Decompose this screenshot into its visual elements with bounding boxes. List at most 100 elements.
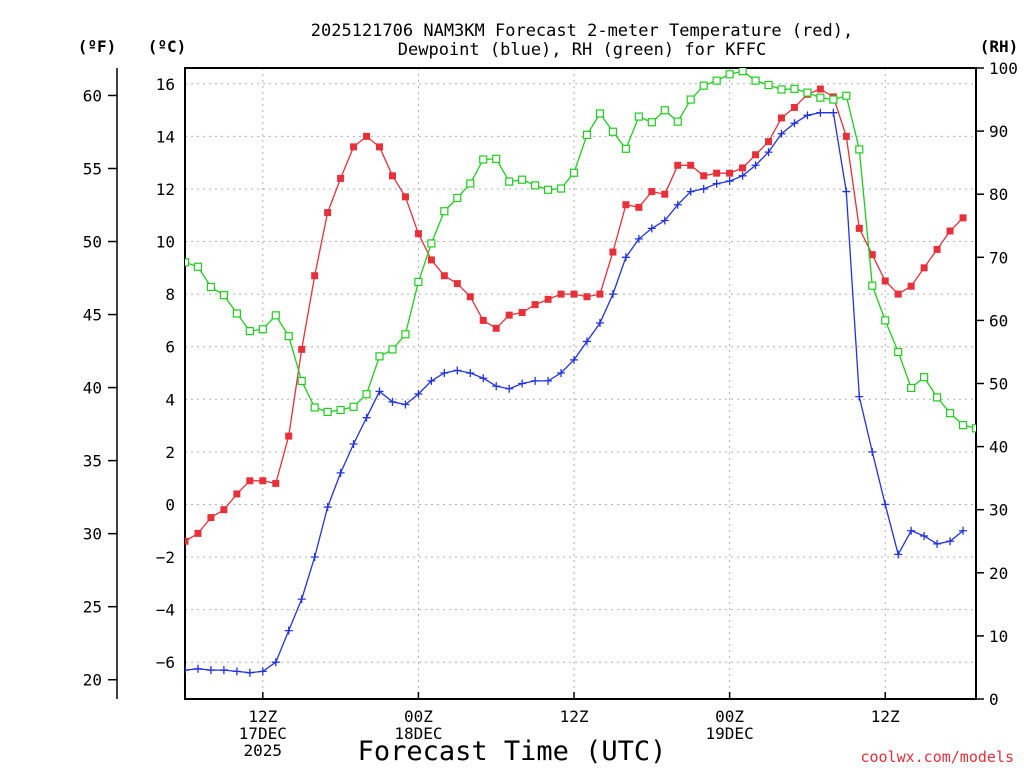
temperature-point bbox=[427, 256, 435, 264]
rh-point bbox=[193, 262, 203, 271]
rh-point bbox=[284, 332, 293, 341]
rh-point bbox=[738, 68, 747, 76]
rh-point bbox=[725, 70, 734, 79]
rh-point bbox=[518, 175, 527, 184]
fahrenheit-tick-label: 20 bbox=[83, 671, 102, 690]
temperature-point bbox=[687, 161, 695, 169]
temperature-point bbox=[350, 143, 358, 151]
rh-point bbox=[971, 424, 976, 433]
temperature-point bbox=[609, 248, 617, 256]
rh-point bbox=[647, 118, 656, 127]
celsius-tick-label: 4 bbox=[165, 390, 175, 409]
temperature-point bbox=[311, 272, 319, 280]
rh-point bbox=[777, 85, 786, 94]
rh-point bbox=[206, 282, 216, 292]
rh-tick-label: 0 bbox=[989, 690, 999, 709]
temperature-point bbox=[544, 295, 552, 303]
temperature-point bbox=[674, 161, 682, 169]
rh-point bbox=[336, 405, 345, 415]
temperature-point bbox=[765, 138, 773, 146]
rh-point bbox=[414, 277, 423, 287]
dewpoint-point bbox=[427, 376, 436, 385]
rh-point bbox=[185, 258, 190, 267]
rh-tick-label: 50 bbox=[989, 375, 1008, 394]
temperature-point bbox=[185, 537, 189, 545]
rh-tick-label: 100 bbox=[989, 59, 1018, 78]
dewpoint-point bbox=[570, 355, 579, 364]
dewpoint-point bbox=[608, 290, 617, 299]
temperature-point bbox=[324, 209, 332, 217]
rh-point bbox=[595, 109, 605, 118]
dewpoint-point bbox=[414, 390, 423, 399]
dewpoint-point bbox=[829, 108, 838, 117]
x-tick-label: 12Z bbox=[248, 707, 277, 726]
axis-layer: −6−4−20246810121416202530354045505560010… bbox=[83, 59, 1018, 760]
dewpoint-point bbox=[232, 667, 241, 676]
rh-point bbox=[945, 409, 955, 418]
rh-point bbox=[842, 91, 851, 100]
rh-point bbox=[323, 407, 332, 416]
temperature-point bbox=[868, 251, 876, 259]
rh-point bbox=[375, 352, 384, 361]
x-axis-title: Forecast Time (UTC) bbox=[358, 736, 667, 767]
rh-point bbox=[310, 403, 319, 412]
chart-title-line2: Dewpoint (blue), RH (green) for KFFC bbox=[398, 40, 766, 60]
temperature-point bbox=[648, 188, 656, 196]
temperature-point bbox=[842, 132, 850, 140]
dewpoint-point bbox=[466, 368, 475, 377]
rh-point bbox=[531, 181, 540, 190]
celsius-tick-label: −6 bbox=[156, 653, 175, 672]
rh-tick-label: 40 bbox=[989, 438, 1008, 457]
rh-point bbox=[245, 327, 254, 336]
rh-point bbox=[569, 168, 579, 177]
dewpoint-point bbox=[531, 376, 540, 385]
dewpoint-point bbox=[544, 376, 553, 385]
temperature-point bbox=[777, 114, 785, 122]
temperature-point bbox=[570, 290, 578, 298]
credit-text: coolwx.com/models bbox=[860, 748, 1014, 766]
celsius-tick-label: 8 bbox=[165, 285, 175, 304]
dewpoint-point bbox=[686, 187, 695, 196]
temperature-point bbox=[583, 293, 591, 301]
temperature-point bbox=[816, 85, 824, 93]
x-tick-label: 12Z bbox=[871, 707, 900, 726]
dewpoint-point bbox=[907, 526, 916, 535]
temperature-point bbox=[518, 309, 526, 317]
celsius-unit-label: (ºC) bbox=[148, 37, 187, 56]
fahrenheit-tick-label: 60 bbox=[83, 86, 102, 105]
temperature-point bbox=[661, 190, 669, 198]
rh-tick-label: 10 bbox=[989, 627, 1008, 646]
rh-tick-label: 80 bbox=[989, 185, 1008, 204]
fahrenheit-tick-label: 50 bbox=[83, 233, 102, 252]
rh-point bbox=[803, 88, 812, 97]
dewpoint-point bbox=[634, 234, 643, 243]
rh-tick-label: 70 bbox=[989, 248, 1008, 267]
temperature-point bbox=[920, 264, 928, 272]
celsius-tick-label: −4 bbox=[156, 601, 175, 620]
temperature-point bbox=[298, 345, 306, 353]
temperature-point bbox=[635, 203, 643, 211]
rh-point bbox=[634, 112, 643, 121]
x-tick-label: 2025 bbox=[244, 741, 283, 760]
rh-tick-label: 30 bbox=[989, 501, 1008, 520]
temperature-point bbox=[855, 224, 863, 232]
celsius-tick-label: −2 bbox=[156, 548, 175, 567]
dewpoint-point bbox=[349, 439, 358, 448]
temperature-point bbox=[401, 193, 409, 201]
temperature-point bbox=[285, 432, 293, 440]
dewpoint-point bbox=[479, 374, 488, 383]
rh-point bbox=[232, 309, 241, 318]
fahrenheit-unit-label: (ºF) bbox=[78, 37, 117, 56]
celsius-tick-label: 10 bbox=[156, 233, 175, 252]
dewpoint-point bbox=[206, 666, 215, 675]
x-tick-label: 00Z bbox=[404, 707, 433, 726]
chart-title-line1: 2025121706 NAM3KM Forecast 2-meter Tempe… bbox=[311, 21, 853, 41]
rh-tick-label: 90 bbox=[989, 122, 1008, 141]
celsius-tick-label: 16 bbox=[156, 75, 175, 94]
dewpoint-point bbox=[946, 537, 955, 546]
dewpoint-point bbox=[518, 379, 527, 388]
dewpoint-point bbox=[297, 595, 306, 604]
temperature-point bbox=[531, 301, 539, 309]
rh-point bbox=[556, 184, 566, 193]
dewpoint-point bbox=[933, 539, 942, 548]
